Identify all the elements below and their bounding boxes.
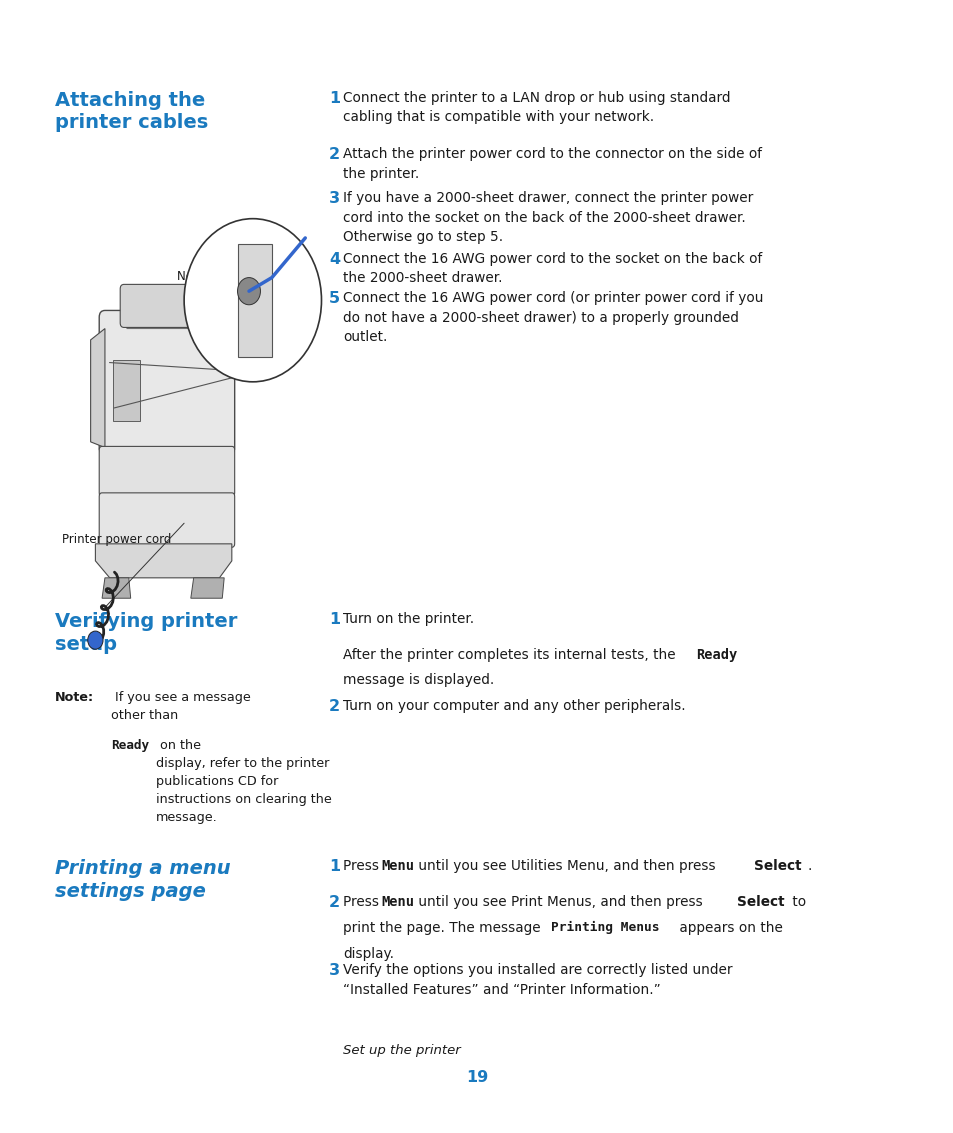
Circle shape <box>237 278 260 305</box>
Text: to: to <box>787 895 805 909</box>
Text: 2: 2 <box>329 895 340 910</box>
Text: Press: Press <box>343 859 383 872</box>
Polygon shape <box>95 544 232 578</box>
Text: Printer power cord: Printer power cord <box>62 533 172 545</box>
Text: Ready: Ready <box>696 648 737 662</box>
FancyBboxPatch shape <box>99 310 234 454</box>
FancyBboxPatch shape <box>112 360 140 421</box>
Polygon shape <box>91 329 105 448</box>
FancyBboxPatch shape <box>99 493 234 547</box>
Polygon shape <box>238 244 272 357</box>
Text: until you see Print Menus, and then press: until you see Print Menus, and then pres… <box>414 895 706 909</box>
Text: until you see Utilities Menu, and then press: until you see Utilities Menu, and then p… <box>414 859 720 872</box>
Text: Note:: Note: <box>55 691 94 704</box>
Text: Connect the printer to a LAN drop or hub using standard
cabling that is compatib: Connect the printer to a LAN drop or hub… <box>343 91 730 125</box>
Text: display.: display. <box>343 947 394 961</box>
Text: After the printer completes its internal tests, the: After the printer completes its internal… <box>343 648 679 662</box>
Polygon shape <box>191 578 224 598</box>
Text: appears on the: appears on the <box>675 921 782 935</box>
Text: Select: Select <box>753 859 801 872</box>
Polygon shape <box>102 578 131 598</box>
Text: Select: Select <box>737 895 784 909</box>
Circle shape <box>184 219 321 382</box>
Text: 5: 5 <box>329 291 340 306</box>
Text: .: . <box>806 859 811 872</box>
Text: Menu: Menu <box>381 895 415 909</box>
Text: print the page. The message: print the page. The message <box>343 921 545 935</box>
Text: Verifying printer
setup: Verifying printer setup <box>55 612 237 654</box>
Text: 2: 2 <box>329 147 340 162</box>
Text: 4: 4 <box>329 252 340 266</box>
Text: 1: 1 <box>329 612 340 627</box>
Text: Press: Press <box>343 895 383 909</box>
Text: message is displayed.: message is displayed. <box>343 673 495 687</box>
Text: Connect the 16 AWG power cord to the socket on the back of
the 2000-sheet drawer: Connect the 16 AWG power cord to the soc… <box>343 252 761 286</box>
Text: Turn on the printer.: Turn on the printer. <box>343 612 474 625</box>
Text: Set up the printer: Set up the printer <box>343 1045 460 1057</box>
Text: Printing a menu
settings page: Printing a menu settings page <box>55 859 231 901</box>
Text: on the
display, refer to the printer
publications CD for
instructions on clearin: on the display, refer to the printer pub… <box>155 739 331 824</box>
Text: Ready: Ready <box>111 739 149 751</box>
Text: Menu: Menu <box>381 859 415 872</box>
Text: Printing Menus: Printing Menus <box>551 921 659 935</box>
Text: If you have a 2000-sheet drawer, connect the printer power
cord into the socket : If you have a 2000-sheet drawer, connect… <box>343 191 753 245</box>
Text: Attach the printer power cord to the connector on the side of
the printer.: Attach the printer power cord to the con… <box>343 147 761 181</box>
Text: 1: 1 <box>329 91 340 105</box>
Text: Attaching the
printer cables: Attaching the printer cables <box>55 91 209 133</box>
Text: 1: 1 <box>329 859 340 874</box>
Text: 3: 3 <box>329 191 340 206</box>
FancyBboxPatch shape <box>99 446 234 496</box>
FancyBboxPatch shape <box>120 284 218 327</box>
Text: Turn on your computer and any other peripherals.: Turn on your computer and any other peri… <box>343 699 685 713</box>
Text: 2: 2 <box>329 699 340 714</box>
Text: Connect the 16 AWG power cord (or printer power cord if you
do not have a 2000-s: Connect the 16 AWG power cord (or printe… <box>343 291 763 344</box>
Text: Verify the options you installed are correctly listed under
“Installed Features”: Verify the options you installed are cor… <box>343 963 732 997</box>
Text: If you see a message
other than: If you see a message other than <box>111 691 250 722</box>
Circle shape <box>88 631 103 649</box>
Text: 3: 3 <box>329 963 340 978</box>
Text: Network cable: Network cable <box>177 271 261 283</box>
Text: 19: 19 <box>465 1071 488 1085</box>
